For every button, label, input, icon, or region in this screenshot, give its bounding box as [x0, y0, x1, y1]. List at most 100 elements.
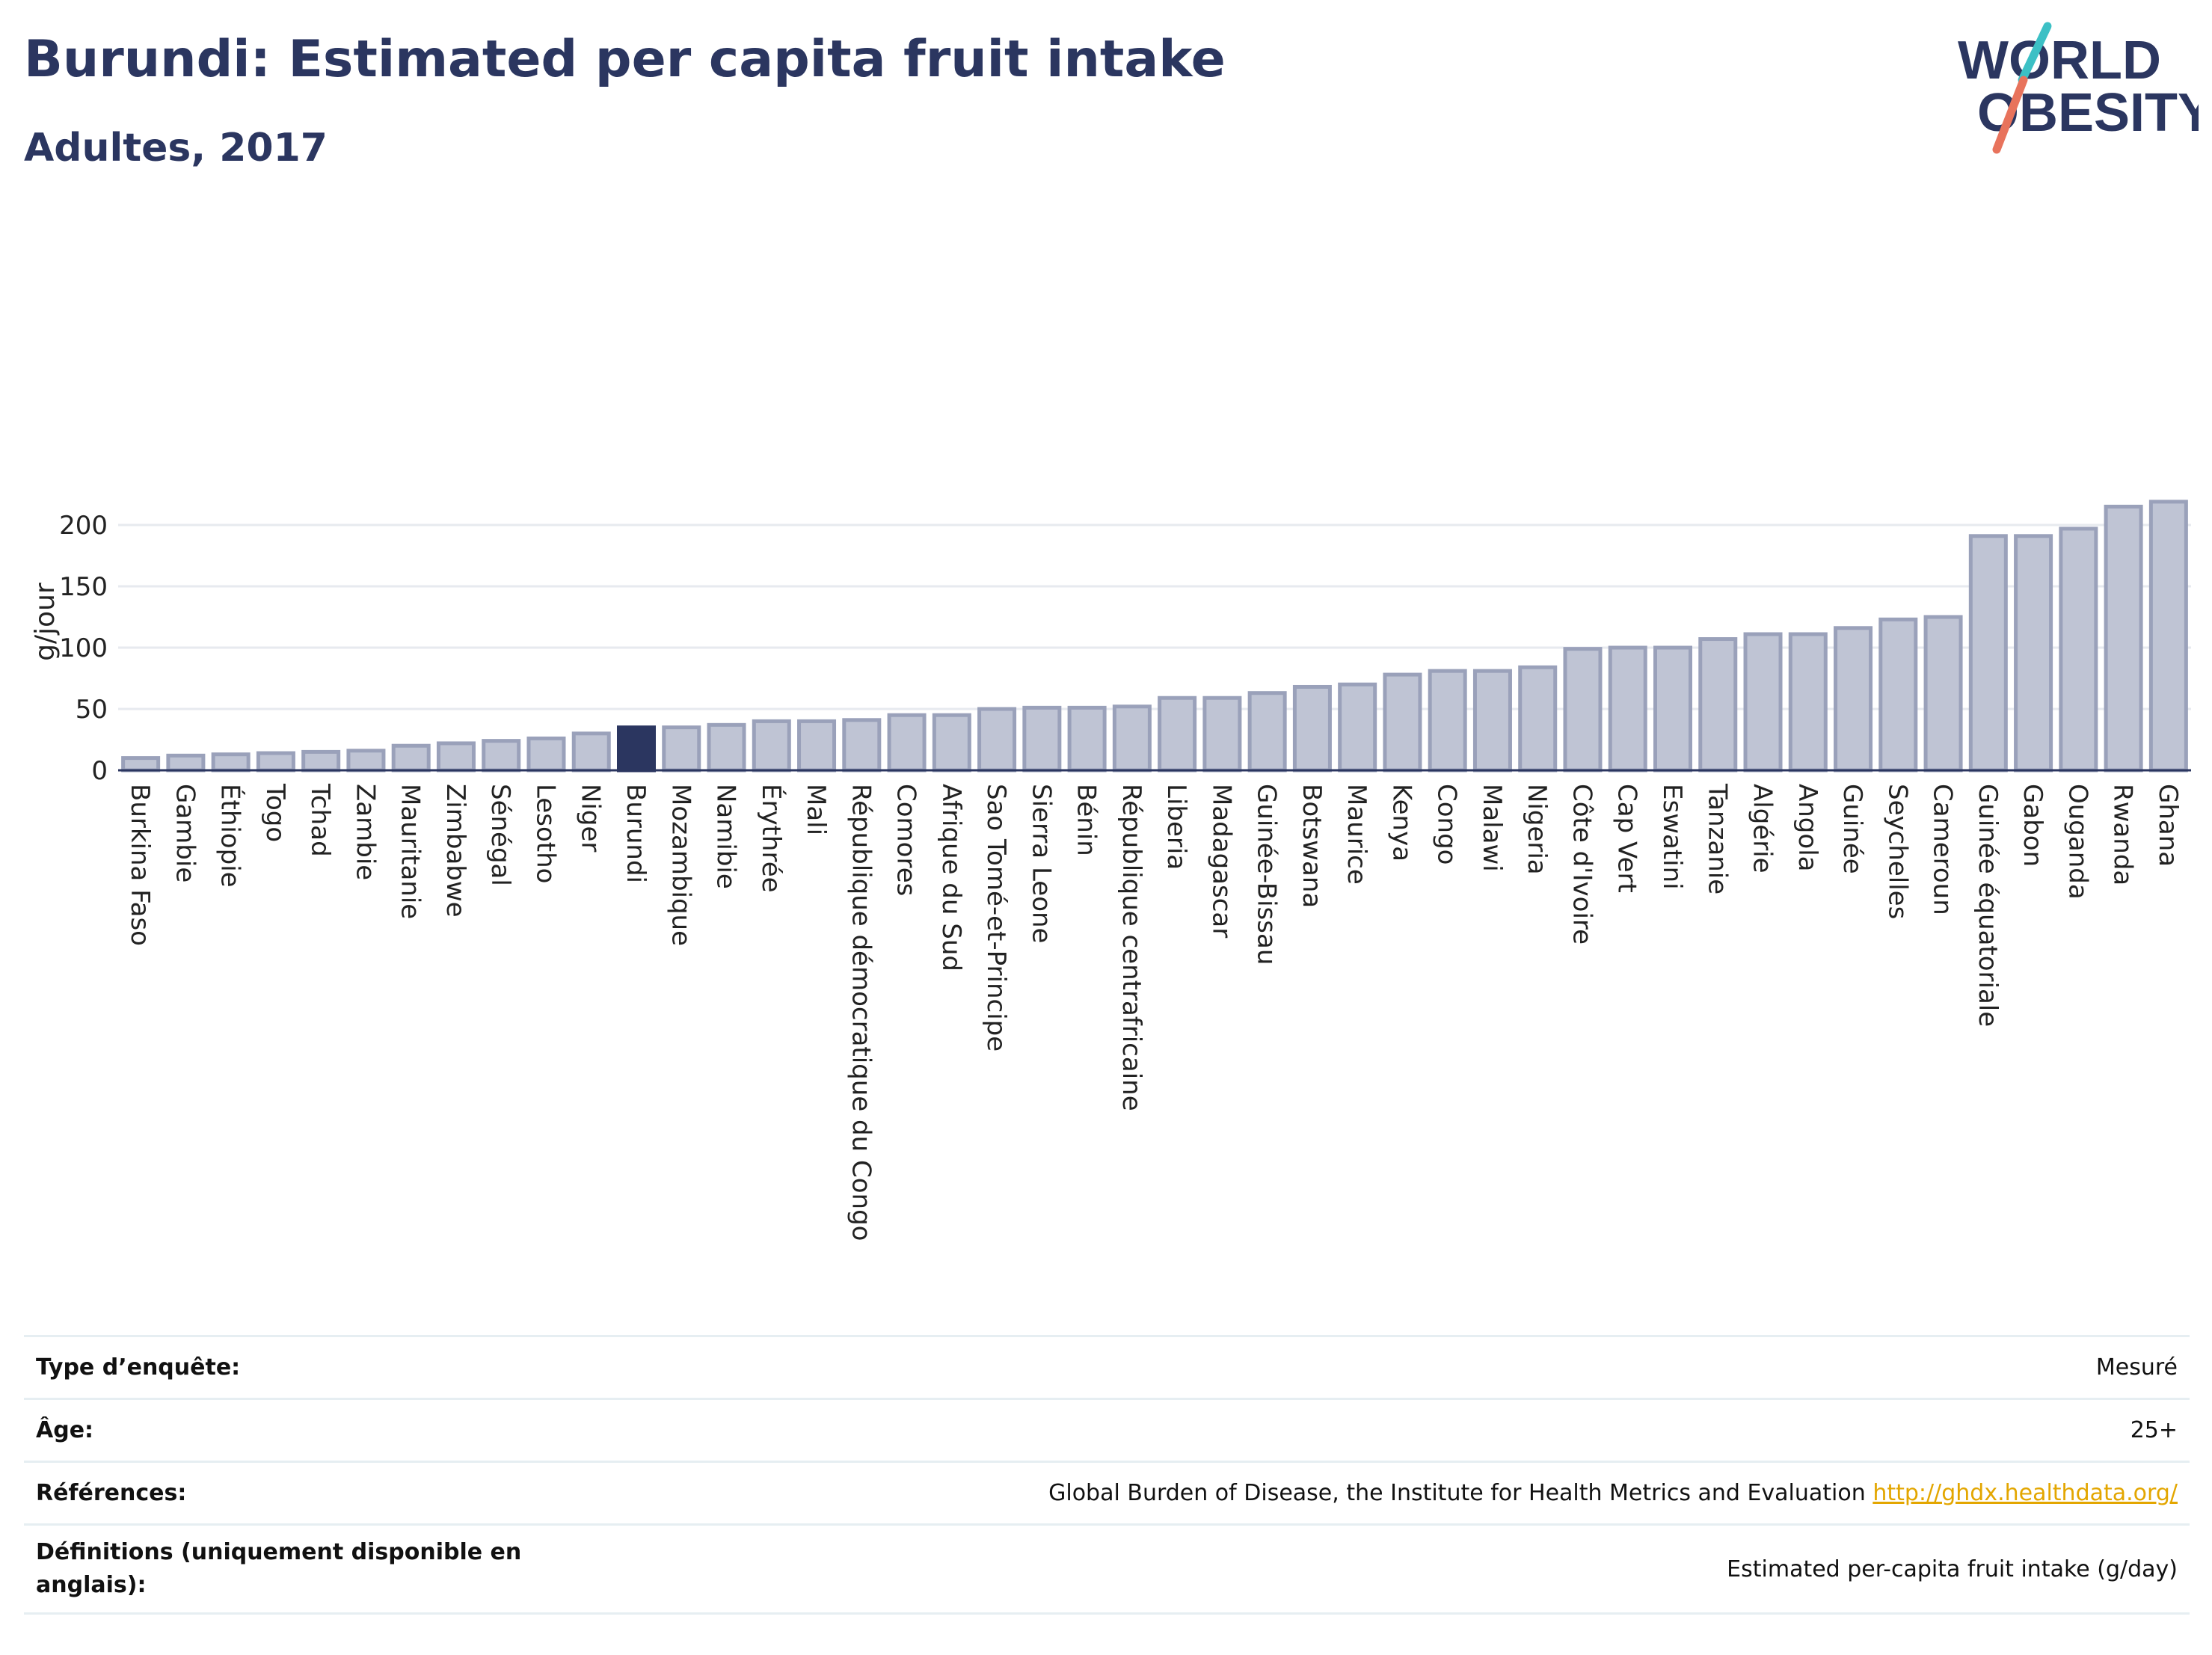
x-tick-label: Malawi	[1477, 784, 1507, 872]
logo-slash-teal	[2018, 22, 2052, 85]
bar-Mauritanie[interactable]	[391, 743, 431, 773]
x-tick-label: Burundi	[621, 784, 651, 883]
bar-Rwanda[interactable]	[2104, 504, 2143, 773]
x-tick-label: Angola	[1792, 784, 1822, 871]
y-tick-label: 0	[91, 756, 108, 786]
x-tick-label: Afrique du Sud	[936, 784, 966, 971]
bar-République démocratique du Congo[interactable]	[842, 718, 882, 773]
info-value: 25+	[2130, 1417, 2178, 1443]
x-tick-label: Ouganda	[2062, 784, 2092, 900]
x-tick-label: Gambie	[170, 784, 200, 882]
bar-Tanzanie[interactable]	[1698, 637, 1738, 773]
bar-Bénin[interactable]	[1067, 705, 1107, 773]
x-tick-label: Côte d'Ivoire	[1567, 784, 1597, 945]
bar-Guinée[interactable]	[1834, 626, 1873, 773]
x-tick-label: Rwanda	[2108, 784, 2138, 885]
x-tick-label: Ghana	[2153, 784, 2183, 867]
x-tick-label: Zambie	[350, 784, 380, 880]
info-label: Type d’enquête:	[36, 1354, 241, 1381]
chart-title: Burundi: Estimated per capita fruit inta…	[24, 30, 1226, 89]
x-tick-label: Gabon	[2018, 784, 2047, 867]
bar-Mozambique[interactable]	[662, 725, 701, 773]
bar-Gabon[interactable]	[2014, 534, 2053, 773]
x-tick-label: Comores	[891, 784, 921, 896]
bar-Éthiopie[interactable]	[211, 752, 251, 773]
bar-Eswatini[interactable]	[1653, 645, 1693, 773]
bar-Sierra Leone[interactable]	[1022, 705, 1062, 773]
bar-Cap Vert[interactable]	[1608, 645, 1647, 773]
bar-Seychelles[interactable]	[1878, 617, 1918, 773]
x-tick-label: Cameroun	[1928, 784, 1958, 915]
bar-Liberia[interactable]	[1158, 696, 1197, 773]
info-row-references: Références: Global Burden of Disease, th…	[24, 1461, 2190, 1523]
bar-Kenya[interactable]	[1383, 672, 1422, 773]
bars	[118, 500, 2191, 773]
bar-Namibie[interactable]	[707, 722, 746, 773]
bar-Guinée équatoriale[interactable]	[1968, 534, 2008, 773]
bar-Niger[interactable]	[571, 731, 611, 773]
bar-Nigeria[interactable]	[1518, 665, 1558, 773]
bar-Ouganda[interactable]	[2059, 526, 2098, 773]
bar-Maurice[interactable]	[1338, 682, 1377, 773]
bar-Sao Tomé-et-Principe[interactable]	[977, 707, 1017, 773]
x-tick-label: Érythrée	[756, 784, 787, 893]
x-tick-label: Seychelles	[1882, 784, 1912, 919]
bar-Burundi[interactable]	[616, 725, 657, 773]
x-tick-label: Cap Vert	[1612, 784, 1642, 893]
bar-Algérie[interactable]	[1743, 632, 1783, 773]
bar-Burkina Faso[interactable]	[121, 756, 161, 773]
x-tick-label: Zimbabwe	[440, 784, 470, 918]
reference-link[interactable]: http://ghdx.healthdata.org/	[1872, 1480, 2178, 1506]
bar-Botswana[interactable]	[1292, 684, 1332, 773]
x-tick-label: Guinée équatoriale	[1973, 784, 2003, 1027]
x-tick-label: République centrafricaine	[1116, 784, 1146, 1111]
info-row-survey-type: Type d’enquête: Mesuré	[24, 1335, 2190, 1398]
bar-Côte d'Ivoire[interactable]	[1563, 647, 1603, 773]
bar-République centrafricaine[interactable]	[1112, 704, 1152, 773]
bar-Madagascar[interactable]	[1202, 696, 1242, 773]
bar-Ghana[interactable]	[2148, 500, 2188, 773]
bar-chart: 0 50 100 150 200 Burkina Faso Gambie Éthiopie T…	[30, 500, 2191, 1241]
bar-Gambie[interactable]	[166, 753, 206, 773]
x-tick-label: Liberia	[1161, 784, 1191, 870]
x-tick-label: Sierra Leone	[1026, 784, 1056, 943]
bar-Afrique du Sud[interactable]	[932, 713, 971, 773]
y-tick-label: 200	[59, 511, 108, 541]
x-tick-label: Namibie	[711, 784, 741, 889]
bar-Congo[interactable]	[1428, 669, 1467, 773]
x-tick-label: Tanzanie	[1702, 783, 1732, 894]
info-row-age: Âge: 25+	[24, 1398, 2190, 1461]
bar-Angola[interactable]	[1788, 632, 1828, 773]
bar-Lesotho[interactable]	[526, 736, 566, 773]
x-tick-label: Mozambique	[666, 784, 695, 946]
bar-Cameroun[interactable]	[1923, 615, 1963, 773]
x-tick-label: Guinée-Bissau	[1252, 784, 1282, 965]
x-tick-label: Eswatini	[1657, 784, 1687, 890]
x-tick-label: Lesotho	[530, 784, 560, 883]
chart-subtitle: Adultes, 2017	[24, 126, 328, 171]
bar-Guinée-Bissau[interactable]	[1247, 691, 1287, 773]
x-axis-categories: Burkina Faso Gambie Éthiopie Togo Tchad Zambi…	[125, 783, 2183, 1241]
x-tick-label: Nigeria	[1522, 784, 1552, 875]
info-label: Références:	[36, 1479, 187, 1506]
bar-Malawi[interactable]	[1472, 669, 1512, 773]
bar-Togo[interactable]	[256, 751, 295, 773]
logo-slash-coral	[1992, 76, 2028, 154]
x-tick-label: Algérie	[1748, 784, 1778, 873]
info-label: Âge:	[36, 1416, 94, 1443]
info-label: Définitions (uniquement disponible en an…	[36, 1539, 522, 1598]
x-tick-label: Tchad	[305, 783, 335, 857]
x-tick-label: Mali	[801, 784, 831, 835]
bar-Zimbabwe[interactable]	[436, 741, 476, 773]
bar-Mali[interactable]	[797, 719, 837, 773]
bar-Tchad[interactable]	[301, 749, 341, 773]
x-tick-label: Botswana	[1297, 784, 1327, 908]
bar-Sénégal[interactable]	[482, 739, 521, 773]
info-row-definitions: Définitions (uniquement disponible en an…	[24, 1523, 2190, 1615]
x-tick-label: Kenya	[1386, 784, 1416, 862]
bar-Zambie[interactable]	[346, 749, 386, 773]
bar-Érythrée[interactable]	[752, 719, 791, 773]
logo-text-world: WORLD	[1958, 31, 2161, 90]
info-table: Type d’enquête: Mesuré Âge: 25+ Référenc…	[24, 1335, 2190, 1615]
bar-Comores[interactable]	[887, 713, 927, 773]
